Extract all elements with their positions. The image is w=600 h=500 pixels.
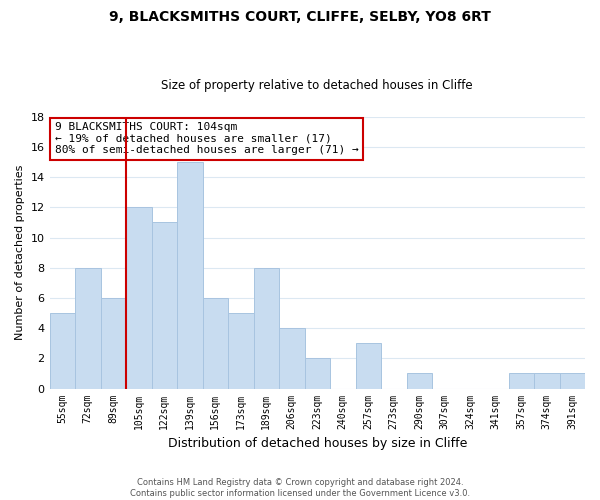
Bar [101, 298, 126, 388]
Title: Size of property relative to detached houses in Cliffe: Size of property relative to detached ho… [161, 79, 473, 92]
Bar [177, 162, 203, 388]
Text: Contains HM Land Registry data © Crown copyright and database right 2024.
Contai: Contains HM Land Registry data © Crown c… [130, 478, 470, 498]
Bar [407, 374, 432, 388]
Bar [509, 374, 534, 388]
Bar [356, 344, 381, 388]
Bar [50, 313, 75, 388]
Bar [560, 374, 585, 388]
Bar [75, 268, 101, 388]
Text: 9, BLACKSMITHS COURT, CLIFFE, SELBY, YO8 6RT: 9, BLACKSMITHS COURT, CLIFFE, SELBY, YO8… [109, 10, 491, 24]
X-axis label: Distribution of detached houses by size in Cliffe: Distribution of detached houses by size … [167, 437, 467, 450]
Y-axis label: Number of detached properties: Number of detached properties [15, 165, 25, 340]
Bar [534, 374, 560, 388]
Bar [152, 222, 177, 388]
Bar [203, 298, 228, 388]
Bar [126, 208, 152, 388]
Bar [254, 268, 279, 388]
Bar [305, 358, 330, 388]
Bar [279, 328, 305, 388]
Text: 9 BLACKSMITHS COURT: 104sqm
← 19% of detached houses are smaller (17)
80% of sem: 9 BLACKSMITHS COURT: 104sqm ← 19% of det… [55, 122, 359, 156]
Bar [228, 313, 254, 388]
